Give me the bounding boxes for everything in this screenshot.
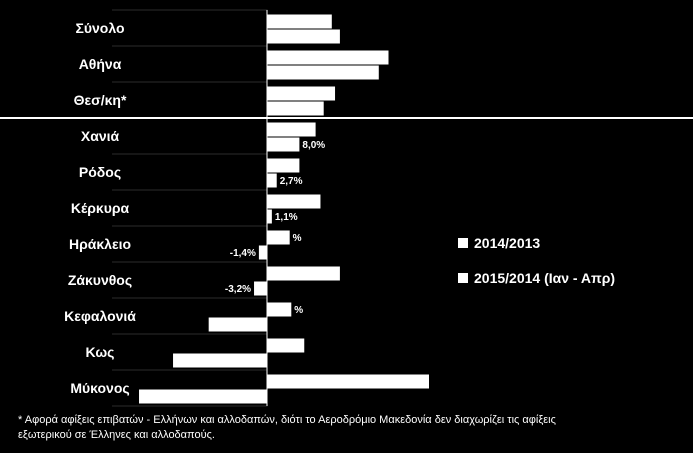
bar-series-1	[267, 50, 389, 65]
legend-swatch	[458, 273, 468, 283]
data-label: -3,2%	[225, 284, 251, 295]
bar-series-2	[173, 353, 267, 368]
data-label: %	[294, 305, 303, 316]
bar-series-2	[267, 29, 340, 44]
bar-series-1	[267, 194, 321, 209]
bar-series-1	[267, 86, 336, 101]
bar-series-2	[267, 209, 272, 224]
bar-series-2	[267, 65, 379, 80]
category-label: Σύνολο	[75, 20, 124, 36]
bar-series-1	[267, 374, 429, 389]
category-label: Κεφαλονιά	[64, 308, 136, 324]
bar-series-2	[139, 389, 267, 404]
category-label: Αθήνα	[79, 56, 122, 72]
data-label: 2,7%	[280, 176, 303, 187]
category-label: Κέρκυρα	[71, 200, 130, 216]
bar-series-1	[267, 158, 300, 173]
data-label: %	[293, 233, 302, 244]
legend-swatch	[458, 238, 468, 248]
bar-series-2	[267, 101, 324, 116]
data-label: 1,1%	[275, 212, 298, 223]
category-label: Ζάκυνθος	[68, 272, 132, 288]
category-label: Θεσ/κη*	[74, 92, 127, 108]
bar-series-2	[258, 245, 267, 260]
data-label: -1,4%	[230, 248, 256, 259]
bar-series-2	[208, 317, 267, 332]
bar-series-1	[267, 230, 290, 245]
category-label: Μύκονος	[70, 380, 129, 396]
footnote-line-2: εξωτερικού σε Έλληνες και αλλοδαπούς.	[18, 429, 215, 441]
category-label: Χανιά	[81, 128, 120, 144]
footnote-line-1: * Αφορά αφίξεις επιβατών - Ελλήνων και α…	[18, 414, 556, 426]
footnote: * Αφορά αφίξεις επιβατών - Ελλήνων και α…	[18, 413, 678, 443]
category-label: Ηράκλειο	[69, 236, 131, 252]
legend-label: 2015/2014 (Ιαν - Απρ)	[474, 270, 615, 286]
bar-series-1	[267, 122, 316, 137]
chart: Σύνολο Αθήνα Θεσ/κη* Χανιά Ρόδος Κέρκυρα Ηράκλ…	[0, 9, 693, 407]
bar-series-1	[267, 14, 332, 29]
bar-series-2	[267, 173, 277, 188]
bar-series-1	[267, 266, 340, 281]
bar-series-1	[267, 338, 305, 353]
bar-series-2	[254, 281, 267, 296]
bar-series-2	[267, 137, 300, 152]
category-label: Κως	[86, 344, 115, 360]
category-label: Ρόδος	[79, 164, 121, 180]
bar-series-1	[267, 302, 292, 317]
data-label: 8,0%	[302, 140, 325, 151]
legend-label: 2014/2013	[474, 235, 540, 251]
